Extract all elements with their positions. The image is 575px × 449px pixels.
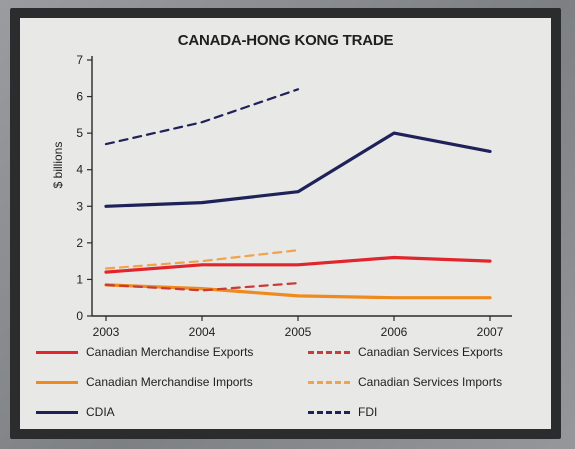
y-tick-label: 0 — [76, 309, 83, 323]
series-group — [104, 88, 492, 300]
y-tick-label: 1 — [76, 272, 83, 286]
series-line-canadian-services-imports — [104, 249, 300, 270]
ticks-group: 0 1 2 3 4 5 6 7 2003 2004 2005 2006 2007 — [76, 53, 503, 339]
x-tick-label: 2007 — [477, 325, 504, 339]
x-tick-label: 2003 — [93, 325, 120, 339]
x-tick-label: 2004 — [189, 325, 216, 339]
y-tick-label: 7 — [76, 53, 83, 67]
series-line-cdia — [104, 131, 492, 208]
y-tick-label: 2 — [76, 236, 83, 250]
y-tick-label: 3 — [76, 199, 83, 213]
axes-group — [91, 56, 512, 317]
series-line-canadian-merchandise-imports — [104, 283, 492, 300]
chart-plot: 0 1 2 3 4 5 6 7 2003 2004 2005 2006 2007 — [76, 53, 512, 339]
series-line-canadian-services-exports — [104, 282, 300, 292]
chart-title: CANADA-HONG KONG TRADE — [177, 32, 394, 49]
x-tick-label: 2006 — [381, 325, 408, 339]
y-tick-label: 5 — [76, 126, 83, 140]
y-tick-label: 4 — [76, 163, 83, 177]
series-line-canadian-merchandise-exports — [104, 255, 492, 274]
y-tick-label: 6 — [76, 90, 83, 104]
series-line-fdi — [104, 88, 300, 146]
x-tick-label: 2005 — [285, 325, 312, 339]
